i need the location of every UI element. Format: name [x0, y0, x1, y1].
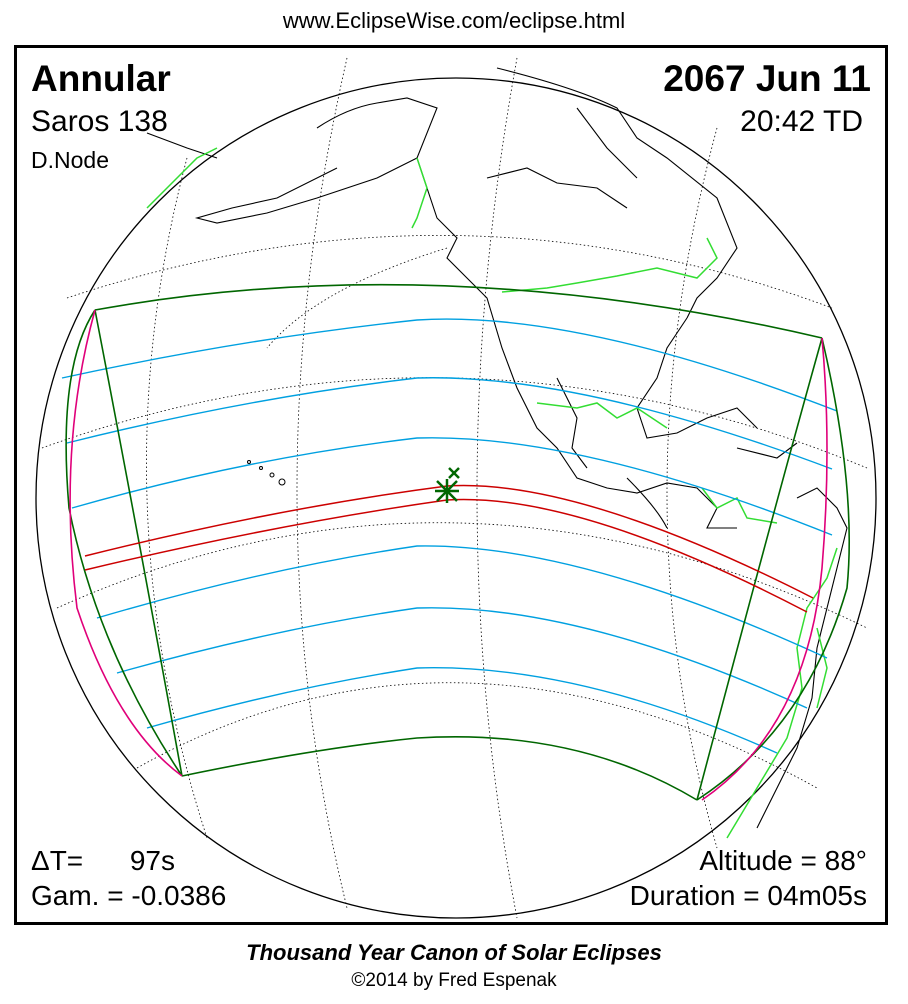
penumbra-contours — [61, 318, 838, 754]
source-url: www.EclipseWise.com/eclipse.html — [282, 8, 626, 33]
coastlines — [146, 67, 848, 829]
penumbra-limits — [65, 283, 850, 801]
central-path — [84, 484, 814, 613]
altitude-value: Altitude = 88° — [699, 845, 867, 876]
political-borders — [146, 147, 838, 839]
canon-title: Thousand Year Canon of Solar Eclipses — [246, 940, 662, 965]
eclipse-date: 2067 Jun 11 — [663, 58, 871, 99]
delta-t: ΔT= 97s — [31, 845, 175, 876]
globe-outline — [35, 77, 877, 919]
hawaiian-islands — [247, 460, 286, 486]
node-label: D.Node — [31, 147, 109, 173]
duration-value: Duration = 04m05s — [629, 880, 867, 911]
eclipse-time: 20:42 TD — [740, 105, 863, 138]
saros-number: Saros 138 — [31, 105, 168, 138]
eclipse-map-panel: Annular 2067 Jun 11 Saros 138 20:42 TD D… — [14, 45, 888, 925]
copyright: ©2014 by Fred Espenak — [351, 970, 557, 991]
rise-set-curves — [69, 309, 828, 801]
globe-map — [35, 57, 877, 919]
greatest-eclipse-marker — [435, 467, 460, 503]
gamma-value: Gam. = -0.0386 — [31, 880, 227, 911]
eclipse-type: Annular — [31, 58, 171, 99]
graticule — [41, 57, 868, 919]
